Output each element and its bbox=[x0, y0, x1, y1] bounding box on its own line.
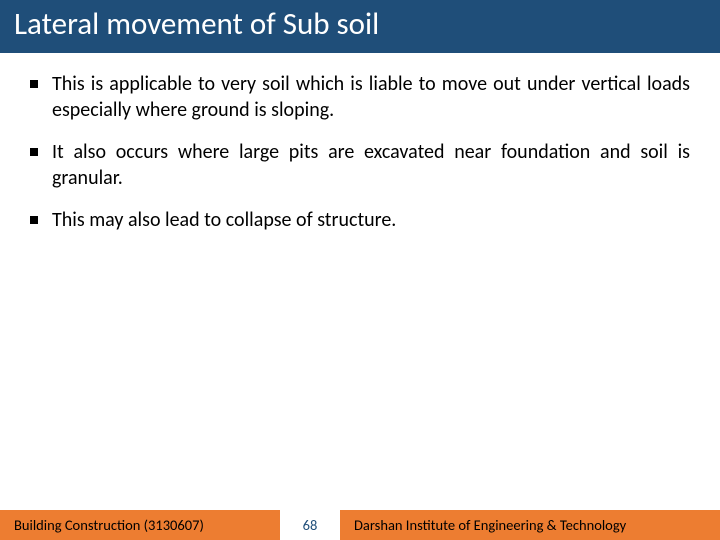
bullet-marker-icon bbox=[30, 148, 38, 156]
bullet-text: It also occurs where large pits are exca… bbox=[52, 139, 690, 191]
footer-institute: Darshan Institute of Engineering & Techn… bbox=[340, 510, 720, 540]
footer-page-number: 68 bbox=[280, 510, 340, 540]
slide: Lateral movement of Sub soil This is app… bbox=[0, 0, 720, 540]
content-area: This is applicable to very soil which is… bbox=[0, 53, 720, 233]
bullet-text: This may also lead to collapse of struct… bbox=[52, 207, 690, 233]
footer: Building Construction (3130607) 68 Darsh… bbox=[0, 510, 720, 540]
bullet-marker-icon bbox=[30, 216, 38, 224]
bullet-marker-icon bbox=[30, 80, 38, 88]
bullet-text: This is applicable to very soil which is… bbox=[52, 71, 690, 123]
bullet-item: This is applicable to very soil which is… bbox=[30, 71, 690, 123]
footer-course: Building Construction (3130607) bbox=[0, 510, 280, 540]
slide-title: Lateral movement of Sub soil bbox=[0, 0, 720, 53]
bullet-item: It also occurs where large pits are exca… bbox=[30, 139, 690, 191]
bullet-item: This may also lead to collapse of struct… bbox=[30, 207, 690, 233]
